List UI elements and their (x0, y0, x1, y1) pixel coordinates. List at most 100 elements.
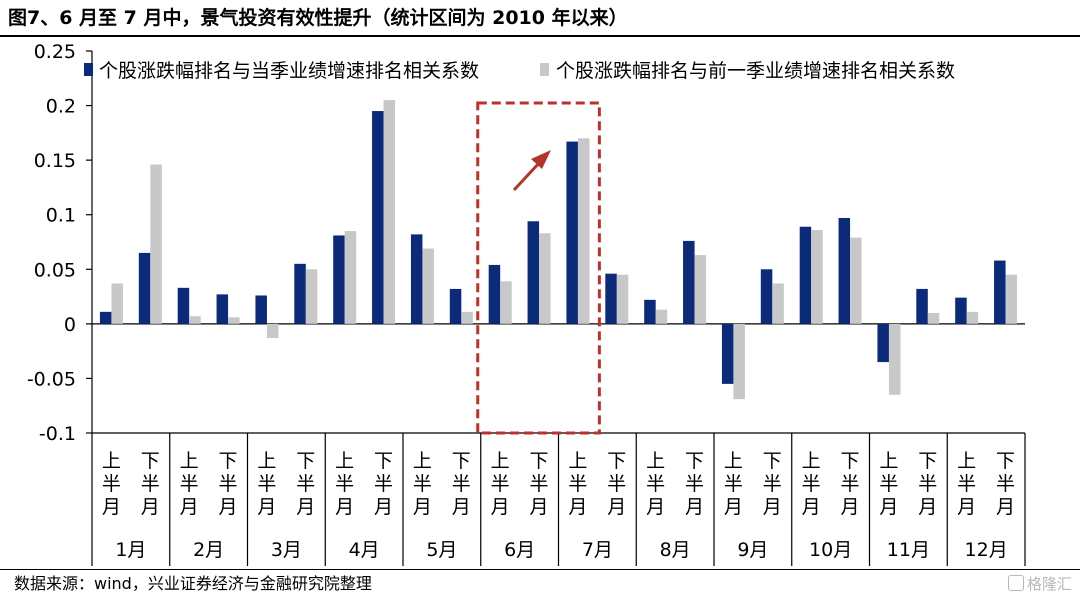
half-month-label-char: 半 (180, 473, 199, 495)
data-source-note: 数据来源：wind，兴业证券经济与金融研究院整理 (14, 574, 372, 593)
month-label: 7月 (582, 539, 613, 561)
half-month-label-char: 半 (724, 473, 743, 495)
half-month-label-char: 月 (491, 496, 510, 518)
half-month-label-char: 半 (452, 473, 471, 495)
series1-bar (488, 264, 501, 324)
series1-bar (138, 252, 151, 324)
half-month-label-char: 半 (957, 473, 976, 495)
half-month-label-char: 下 (219, 450, 238, 472)
chart-title: 图7、6 月至 7 月中，景气投资有效性提升（统计区间为 2010 年以来） (8, 7, 628, 29)
half-month-label-char: 半 (841, 473, 860, 495)
series2-bar (616, 274, 629, 324)
series1-bar (449, 288, 462, 324)
month-label: 12月 (965, 539, 1008, 561)
half-month-label-char: 半 (491, 473, 510, 495)
half-month-label-char: 月 (335, 496, 354, 518)
half-month-label-char: 月 (102, 496, 121, 518)
series2-bar (539, 233, 551, 324)
series1-bar (838, 217, 851, 324)
half-month-label-char: 半 (257, 473, 276, 495)
half-month-label-char: 上 (257, 450, 276, 472)
series2-bar (461, 311, 473, 324)
series2-bar (150, 164, 162, 324)
half-month-label-char: 月 (918, 496, 937, 518)
half-month-label-char: 月 (374, 496, 393, 518)
month-label: 6月 (504, 539, 535, 561)
half-month-label-char: 下 (763, 450, 782, 472)
watermark-text: 格隆汇 (1026, 575, 1072, 593)
half-month-label-char: 月 (607, 496, 626, 518)
half-month-label-char: 月 (724, 496, 743, 518)
legend-swatch-series1 (84, 63, 93, 76)
y-tick-label: 0.2 (46, 96, 76, 118)
series2-bar (850, 237, 862, 324)
series2-bar (500, 281, 512, 324)
footer-divider (0, 569, 1080, 570)
series1-bar (877, 323, 889, 363)
half-month-label-char: 月 (957, 496, 976, 518)
half-month-label-char: 月 (996, 496, 1015, 518)
series2-bar (655, 309, 668, 324)
series1-bar (216, 294, 229, 324)
half-month-label-char: 半 (802, 473, 821, 495)
series1-bar (333, 235, 345, 324)
half-month-label-char: 月 (530, 496, 549, 518)
half-month-label-char: 半 (607, 473, 626, 495)
half-month-label-char: 半 (530, 473, 549, 495)
half-month-label-char: 月 (296, 496, 315, 518)
half-month-label-char: 上 (646, 450, 665, 472)
half-month-label-char: 月 (685, 496, 704, 518)
trend-arrow-head (531, 150, 551, 169)
half-month-label-char: 上 (724, 450, 743, 472)
series1-bar (177, 287, 190, 324)
series2-bar (1005, 274, 1018, 324)
series1-bar (294, 263, 306, 324)
half-month-label-char: 下 (685, 450, 704, 472)
half-month-label-char: 下 (996, 450, 1015, 472)
half-month-label-char: 半 (996, 473, 1015, 495)
highlight-box (476, 101, 601, 435)
half-month-label-char: 月 (802, 496, 821, 518)
series2-bar (228, 317, 240, 324)
half-month-label-char: 月 (452, 496, 471, 518)
half-month-label-char: 月 (646, 496, 665, 518)
watermark-logo-icon (1007, 575, 1024, 591)
month-label: 1月 (115, 539, 146, 561)
month-label: 8月 (660, 539, 691, 561)
half-month-label-char: 月 (413, 496, 432, 518)
series1-bar (410, 234, 423, 324)
month-label: 9月 (737, 539, 768, 561)
series1-bar (994, 260, 1006, 324)
series2-bar (772, 283, 784, 324)
series2-bar (694, 255, 707, 324)
legend-swatch-series2 (540, 63, 549, 76)
half-month-label-char: 下 (530, 450, 549, 472)
watermark: 格隆汇 (1007, 572, 1072, 596)
series2-bar (266, 323, 279, 339)
half-month-label-char: 上 (491, 450, 510, 472)
series2-bar (888, 323, 901, 395)
half-month-label-char: 半 (219, 473, 238, 495)
half-month-label-char: 月 (879, 496, 898, 518)
y-tick-label: 0.25 (34, 41, 76, 63)
half-month-label-char: 月 (763, 496, 782, 518)
half-month-label-char: 月 (257, 496, 276, 518)
half-month-label-char: 下 (141, 450, 160, 472)
series2-bar (811, 229, 823, 324)
half-month-label-char: 半 (646, 473, 665, 495)
series1-bar (683, 240, 695, 324)
series2-bar (305, 269, 318, 324)
month-label: 11月 (887, 539, 930, 561)
half-month-label-char: 月 (841, 496, 860, 518)
series2-bar (189, 316, 201, 324)
series1-bar (255, 295, 267, 324)
series1-bar (99, 311, 112, 324)
series2-bar (966, 311, 979, 324)
y-tick-label: 0.15 (34, 150, 76, 172)
half-month-label-char: 月 (180, 496, 199, 518)
series2-bar (111, 283, 123, 324)
half-month-label-char: 半 (918, 473, 937, 495)
half-month-label-char: 下 (452, 450, 471, 472)
series1-bar (527, 221, 540, 324)
